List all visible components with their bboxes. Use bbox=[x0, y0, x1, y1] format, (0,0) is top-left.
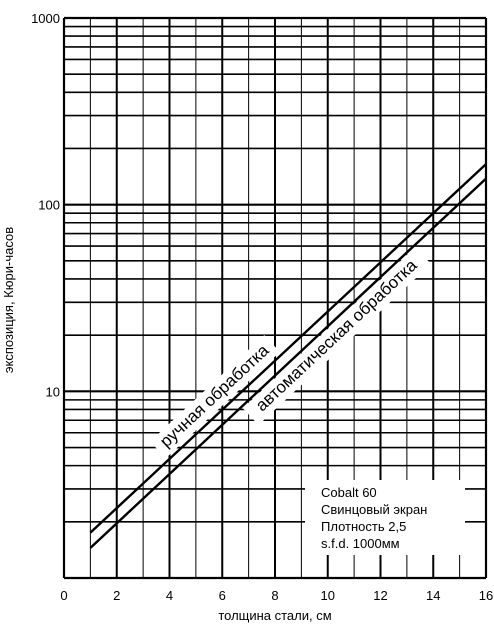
series-label-manual-bg bbox=[150, 335, 280, 459]
series-label-auto-bg bbox=[242, 247, 432, 426]
x-tick-label: 0 bbox=[60, 588, 67, 603]
y-tick-label: 100 bbox=[38, 198, 60, 213]
series-line-0 bbox=[89, 163, 487, 534]
x-tick-label: 4 bbox=[166, 588, 173, 603]
info-line-screen: Свинцовый экран bbox=[321, 502, 427, 517]
series-line-1 bbox=[89, 177, 487, 549]
x-tick-label: 8 bbox=[271, 588, 278, 603]
y-tick-label: 1000 bbox=[31, 11, 60, 26]
info-line-sfd: s.f.d. 1000мм bbox=[321, 536, 400, 551]
info-box: Cobalt 60 Свинцовый экран Плотность 2,5 … bbox=[305, 480, 465, 555]
x-axis-ticks: 0 2 4 6 8 10 12 14 16 bbox=[60, 588, 493, 603]
x-tick-label: 12 bbox=[373, 588, 387, 603]
info-box-bg bbox=[305, 480, 465, 555]
info-line-isotope: Cobalt 60 bbox=[321, 485, 377, 500]
x-tick-label: 2 bbox=[113, 588, 120, 603]
y-axis-ticks: 10 100 1000 bbox=[31, 11, 60, 399]
series-layer bbox=[89, 163, 487, 549]
x-tick-label: 16 bbox=[479, 588, 493, 603]
x-tick-label: 14 bbox=[426, 588, 440, 603]
x-tick-label: 10 bbox=[321, 588, 335, 603]
x-tick-label: 6 bbox=[219, 588, 226, 603]
y-axis-title: экспозиция, Кюри-часов bbox=[1, 227, 16, 373]
x-axis-title: толщина стали, см bbox=[218, 608, 331, 623]
y-tick-label: 10 bbox=[46, 384, 60, 399]
info-line-density: Плотность 2,5 bbox=[321, 519, 406, 534]
